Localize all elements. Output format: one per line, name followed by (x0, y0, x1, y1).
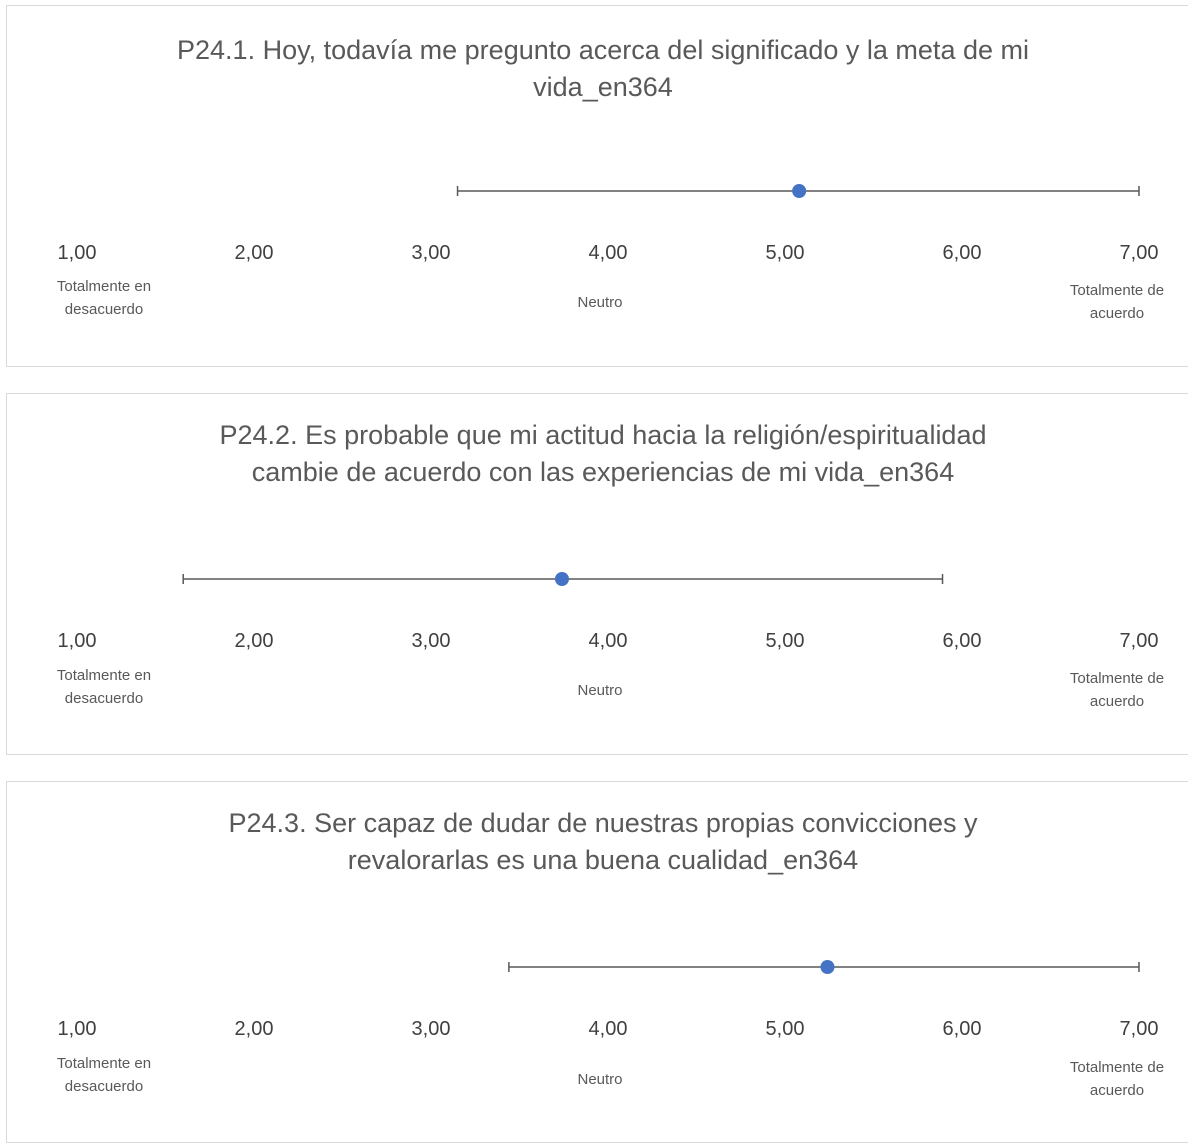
mean-point (792, 184, 807, 198)
x-tick-label: 6,00 (943, 1018, 982, 1040)
chart-2-svg: P24.2. Es probable que mi actitud hacia … (57, 420, 1164, 710)
anchor-label-right: Totalmente de (1070, 670, 1164, 687)
chart-title-line-2: revalorarlas es una buena cualidad_en364 (348, 845, 858, 875)
chart-panel-3: P24.3. Ser capaz de dudar de nuestras pr… (6, 781, 1188, 1143)
anchor-label-left: desacuerdo (65, 301, 143, 318)
chart-2-marks (182, 572, 944, 586)
chart-title-line-1: P24.3. Ser capaz de dudar de nuestras pr… (229, 808, 978, 838)
chart-panel-1: P24.1. Hoy, todavía me pregunto acerca d… (6, 5, 1188, 367)
anchor-label-right: acuerdo (1090, 305, 1144, 322)
x-tick-label: 3,00 (412, 630, 451, 652)
anchor-label-left: desacuerdo (65, 690, 143, 707)
chart-title-line-2: cambie de acuerdo con las experiencias d… (252, 457, 954, 487)
x-tick-label: 5,00 (766, 242, 805, 264)
anchor-label-right: Totalmente de (1070, 282, 1164, 299)
chart-1-svg: P24.1. Hoy, todavía me pregunto acerca d… (57, 35, 1164, 322)
x-tick-label: 1,00 (58, 1018, 97, 1040)
x-tick-label: 6,00 (943, 630, 982, 652)
anchor-label-left: Totalmente en (57, 278, 151, 295)
chart-panel-2: P24.2. Es probable que mi actitud hacia … (6, 393, 1188, 755)
anchor-label-right: acuerdo (1090, 693, 1144, 710)
x-tick-label: 6,00 (943, 242, 982, 264)
x-tick-label: 3,00 (412, 242, 451, 264)
x-tick-label: 3,00 (412, 1018, 451, 1040)
chart-title-line-1: P24.1. Hoy, todavía me pregunto acerca d… (177, 35, 1029, 65)
x-tick-label: 4,00 (589, 242, 628, 264)
chart-title-line-2: vida_en364 (533, 72, 673, 102)
chart-1-marks (456, 184, 1140, 198)
x-tick-label: 5,00 (766, 630, 805, 652)
x-tick-label: 7,00 (1120, 1018, 1159, 1040)
anchor-label-left: Totalmente en (57, 1055, 151, 1072)
mean-point (820, 960, 835, 974)
x-tick-label: 2,00 (235, 630, 274, 652)
anchor-label-right: acuerdo (1090, 1082, 1144, 1099)
anchor-label-center: Neutro (577, 1071, 622, 1088)
anchor-label-right: Totalmente de (1070, 1059, 1164, 1076)
x-tick-label: 1,00 (58, 630, 97, 652)
chart-title-line-1: P24.2. Es probable que mi actitud hacia … (220, 420, 987, 450)
x-tick-label: 2,00 (235, 242, 274, 264)
chart-3-svg: P24.3. Ser capaz de dudar de nuestras pr… (57, 808, 1164, 1099)
anchor-label-center: Neutro (577, 294, 622, 311)
x-tick-label: 4,00 (589, 630, 628, 652)
x-tick-label: 2,00 (235, 1018, 274, 1040)
anchor-label-left: desacuerdo (65, 1078, 143, 1095)
chart-3-marks (508, 960, 1140, 974)
x-tick-label: 5,00 (766, 1018, 805, 1040)
x-tick-label: 7,00 (1120, 630, 1159, 652)
mean-point (554, 572, 569, 586)
anchor-label-left: Totalmente en (57, 667, 151, 684)
x-tick-label: 7,00 (1120, 242, 1159, 264)
x-tick-label: 4,00 (589, 1018, 628, 1040)
x-tick-label: 1,00 (58, 242, 97, 264)
anchor-label-center: Neutro (577, 682, 622, 699)
